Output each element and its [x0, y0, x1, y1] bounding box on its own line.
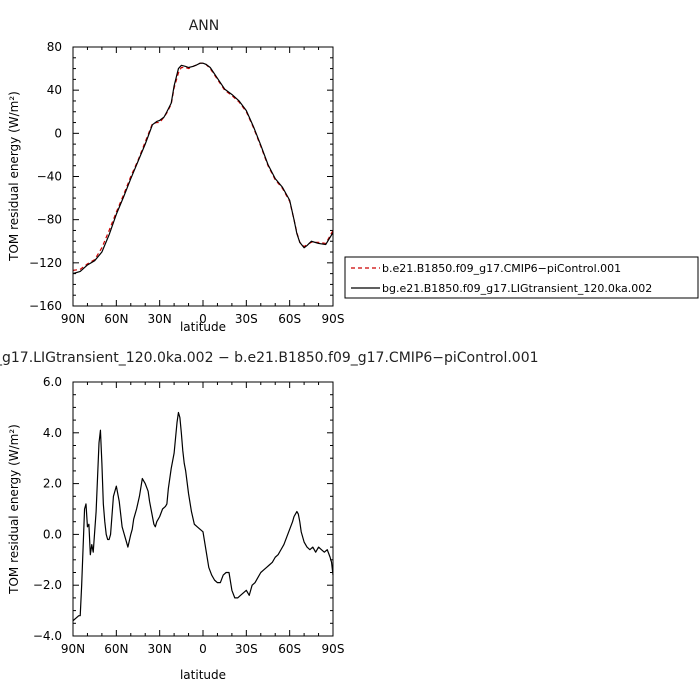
y-tick-label: −80 — [37, 213, 62, 227]
annual-mean-panel: ANN 90N 60N 30N 0 30S 60S 90S 80 40 0 −40 −80 −120 −1… — [7, 18, 699, 334]
x-tick-label: 60S — [278, 642, 301, 656]
x-tick-label: 90S — [322, 312, 345, 326]
legend-entry-control: b.e21.B1850.f09_g17.CMIP6−piControl.001 — [382, 262, 621, 275]
x-tick-label: 60N — [104, 312, 128, 326]
y-tick-label: −4.0 — [33, 629, 62, 643]
x-tick-label: 60N — [104, 642, 128, 656]
y-tick-label: 0 — [54, 126, 62, 140]
axis-ticks: 90N 60N 30N 0 30S 60S 90S 80 40 0 −40 −80 −120 −160 — [29, 40, 344, 326]
x-axis-label: latitude — [180, 668, 226, 682]
y-tick-label: −40 — [37, 170, 62, 184]
y-axis-label: TOM residual energy (W/m²) — [7, 424, 21, 595]
x-tick-label: 30N — [148, 642, 172, 656]
legend: b.e21.B1850.f09_g17.CMIP6−piControl.001 … — [344, 256, 699, 299]
x-axis-label: latitude — [180, 320, 226, 334]
axis-ticks: 90N 60N 30N 0 30S 60S 90S 6.0 4.0 2.0 0.0 −2.0 −4.0 — [33, 375, 345, 656]
x-tick-label: 90S — [322, 642, 345, 656]
difference-panel: bg.e21.B1850.f09_g17.LIGtransient_120.0k… — [0, 350, 539, 682]
y-tick-label: −160 — [29, 299, 62, 313]
series-lines — [72, 411, 334, 622]
series-line-0 — [72, 62, 334, 271]
panel-title: ANN — [189, 18, 220, 34]
legend-entry-transient: bg.e21.B1850.f09_g17.LIGtransient_120.0k… — [382, 282, 652, 295]
y-tick-label: 2.0 — [43, 477, 62, 491]
y-tick-label: 40 — [47, 83, 62, 97]
series-line-0 — [72, 411, 334, 622]
plot-frame — [72, 46, 334, 307]
y-tick-label: 4.0 — [43, 426, 62, 440]
x-tick-label: 60S — [278, 312, 301, 326]
series-lines — [72, 62, 334, 275]
y-tick-label: 0.0 — [43, 527, 62, 541]
y-tick-label: 80 — [47, 40, 62, 54]
y-tick-label: −120 — [29, 256, 62, 270]
y-tick-label: 6.0 — [43, 375, 62, 389]
x-tick-label: 30S — [235, 642, 258, 656]
x-tick-label: 90N — [61, 312, 85, 326]
legend-box — [344, 256, 699, 299]
series-line-1 — [72, 62, 334, 275]
panel-title: bg.e21.B1850.f09_g17.LIGtransient_120.0k… — [0, 350, 539, 366]
y-tick-label: −2.0 — [33, 578, 62, 592]
x-tick-label: 30S — [235, 312, 258, 326]
x-tick-label: 90N — [61, 642, 85, 656]
x-tick-label: 30N — [148, 312, 172, 326]
x-tick-label: 0 — [199, 642, 207, 656]
x-tick-label: 0 — [199, 312, 207, 326]
y-axis-label: TOM residual energy (W/m²) — [7, 91, 21, 262]
